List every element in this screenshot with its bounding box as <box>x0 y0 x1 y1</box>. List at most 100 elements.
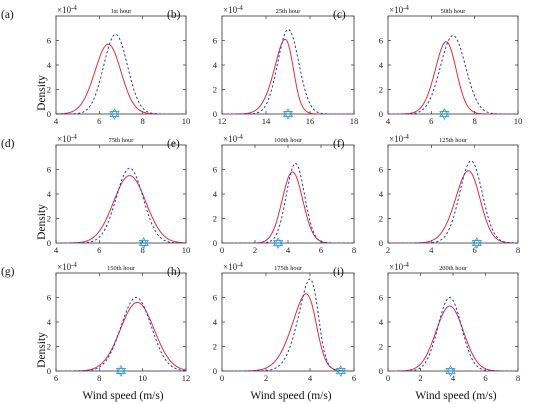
y-tick-label: 0 <box>379 238 383 248</box>
dashed-density-curve <box>388 296 518 371</box>
solid-density-curve <box>222 171 354 243</box>
panel-label: (d) <box>1 138 15 150</box>
panel-d: 4 6 8 10 0 2 4 6 ×10-4 75th hour (d) <box>1 133 190 255</box>
solid-density-curve <box>388 41 518 114</box>
x-tick-label: 4 <box>286 245 291 255</box>
x-axis-label-col1: Wind speed (m/s) <box>82 390 163 402</box>
dashed-density-curve <box>56 167 186 243</box>
y-exponent-label: ×10-4 <box>389 261 409 272</box>
y-tick-label: 2 <box>213 214 217 224</box>
panel-title: 75th hour <box>109 137 135 144</box>
x-tick-label: 6 <box>483 373 488 383</box>
panel-title: 200th hour <box>439 265 468 272</box>
y-tick-label: 6 <box>379 293 384 303</box>
dashed-density-curve <box>222 162 354 243</box>
axes-box <box>221 15 355 115</box>
solid-density-curve <box>56 301 186 371</box>
x-tick-label: 6 <box>97 245 102 255</box>
y-exponent-label: ×10-4 <box>57 261 77 272</box>
observation-star-marker <box>445 365 456 377</box>
x-tick-label: 4 <box>386 116 391 126</box>
y-tick-label: 6 <box>213 165 218 175</box>
panel-title: 1st hour <box>111 8 133 15</box>
panel-title: 150th hour <box>107 265 136 272</box>
x-tick-label: 10 <box>182 245 191 255</box>
y-tick-label: 2 <box>213 85 217 95</box>
x-tick-label: 18 <box>350 116 359 126</box>
panel-label: (g) <box>1 266 15 278</box>
y-tick-label: 0 <box>379 109 383 119</box>
x-tick-label: 2 <box>253 245 257 255</box>
panel-title: 25th hour <box>276 8 302 15</box>
y-tick-label: 2 <box>379 342 383 352</box>
axes-box <box>387 144 519 244</box>
x-tick-label: 4 <box>429 245 434 255</box>
y-exponent-label: ×10-4 <box>223 4 243 15</box>
y-tick-label: 4 <box>47 60 52 70</box>
y-tick-label: 0 <box>47 366 51 376</box>
panel-label: (a) <box>1 9 14 21</box>
observation-star-marker <box>335 365 346 377</box>
panel-label: (i) <box>333 266 344 278</box>
y-tick-label: 4 <box>379 189 384 199</box>
x-tick-label: 8 <box>516 373 520 383</box>
x-tick-label: 8 <box>352 245 356 255</box>
y-tick-label: 6 <box>379 36 384 46</box>
observation-star-marker <box>282 108 294 120</box>
x-tick-label: 4 <box>54 245 59 255</box>
x-tick-label: 6 <box>54 373 59 383</box>
y-tick-label: 6 <box>379 165 384 175</box>
x-tick-label: 10 <box>138 373 147 383</box>
y-tick-label: 4 <box>379 317 384 327</box>
panel-label: (f) <box>333 138 345 150</box>
x-tick-label: 4 <box>54 116 59 126</box>
y-tick-label: 2 <box>213 342 217 352</box>
panel-c: 4 6 8 10 0 2 4 6 ×10-4 50th hour (c) <box>333 4 522 126</box>
y-tick-label: 2 <box>47 85 51 95</box>
solid-density-curve <box>56 43 186 114</box>
observation-star-marker <box>115 365 127 377</box>
x-tick-label: 12 <box>218 116 227 126</box>
y-tick-label: 0 <box>47 238 51 248</box>
x-tick-label: 8 <box>141 245 145 255</box>
solid-density-curve <box>56 175 186 243</box>
panel-a: 4 6 8 10 0 2 4 6 ×10-4 1st hour (a) <box>1 4 190 126</box>
solid-density-curve <box>222 293 354 371</box>
y-exponent-label: ×10-4 <box>57 133 77 144</box>
x-tick-label: 6 <box>319 245 324 255</box>
x-axis-label-col3: Wind speed (m/s) <box>415 390 496 402</box>
y-axis-label-row3: Density <box>36 332 48 368</box>
x-tick-label: 0 <box>220 245 224 255</box>
y-tick-label: 6 <box>47 293 52 303</box>
solid-density-curve <box>388 170 518 243</box>
y-exponent-label: ×10-4 <box>57 4 77 15</box>
x-tick-label: 2 <box>418 373 422 383</box>
panel-title: 100th hour <box>274 137 303 144</box>
y-exponent-label: ×10-4 <box>223 261 243 272</box>
y-tick-label: 0 <box>213 109 217 119</box>
y-tick-label: 4 <box>47 317 52 327</box>
x-tick-label: 10 <box>182 116 191 126</box>
x-tick-label: 4 <box>308 373 313 383</box>
y-tick-label: 6 <box>213 293 218 303</box>
panel-h: 0 2 4 6 0 2 4 6 ×10-4 175th hour (h) <box>167 261 357 383</box>
axes-box <box>55 144 187 244</box>
x-tick-label: 16 <box>306 116 315 126</box>
observation-star-marker <box>138 237 149 249</box>
y-tick-label: 0 <box>379 366 383 376</box>
dashed-density-curve <box>56 296 186 371</box>
x-tick-label: 2 <box>264 373 268 383</box>
solid-density-curve <box>388 305 518 371</box>
panel-g: 6 8 10 12 0 2 4 6 ×10-4 150th hour (g) <box>1 261 190 383</box>
y-tick-label: 6 <box>47 36 52 46</box>
y-axis-label-row2: Density <box>36 204 48 240</box>
x-tick-label: 10 <box>514 116 523 126</box>
panel-label: (e) <box>167 138 180 150</box>
panel-title: 175th hour <box>274 265 303 272</box>
axes-box <box>387 272 519 372</box>
observation-star-marker <box>272 237 284 249</box>
observation-star-marker <box>439 108 450 120</box>
axes-box <box>221 272 355 372</box>
panel-title: 50th hour <box>441 8 467 15</box>
y-tick-label: 4 <box>213 189 218 199</box>
